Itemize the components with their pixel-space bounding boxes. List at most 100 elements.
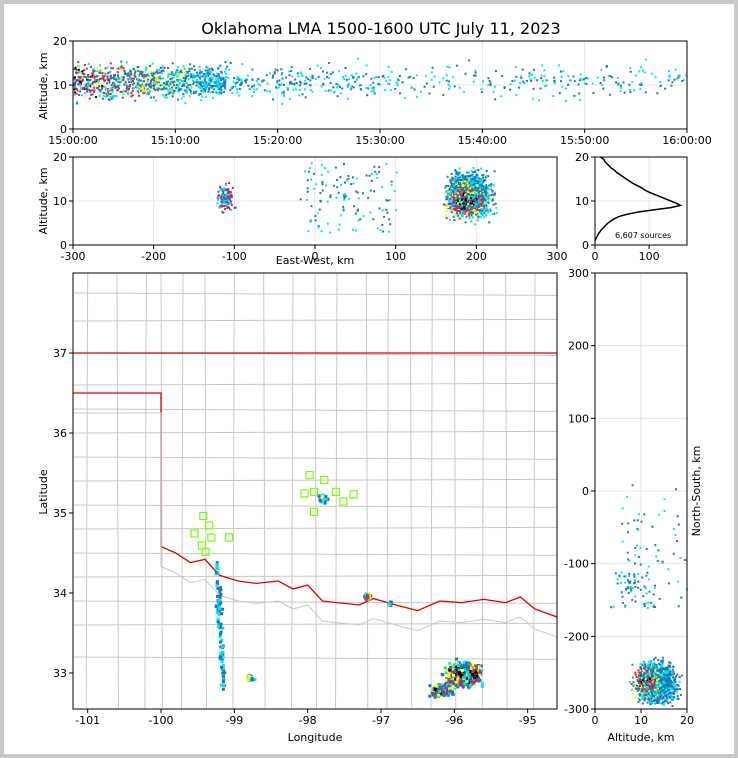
county-line (85, 273, 89, 709)
source-point (179, 70, 182, 73)
source-point (477, 187, 480, 190)
source-point (221, 676, 225, 680)
source-point (465, 187, 468, 190)
lma-station-marker (305, 471, 314, 480)
source-point (468, 59, 471, 62)
county-line (73, 574, 557, 578)
source-point (477, 209, 480, 212)
source-point (378, 207, 381, 210)
source-point (540, 77, 543, 80)
source-point (338, 86, 341, 89)
source-point (357, 76, 360, 79)
source-point (453, 686, 457, 690)
source-point (439, 683, 443, 687)
source-point (190, 92, 193, 95)
source-point (450, 182, 453, 185)
source-point (441, 673, 445, 677)
source-point (317, 225, 320, 228)
source-point (101, 97, 104, 100)
source-point (477, 199, 480, 202)
source-point (388, 199, 391, 202)
source-point (204, 95, 207, 98)
source-point (572, 75, 575, 78)
source-point (154, 88, 157, 91)
source-point (307, 170, 310, 173)
source-point (123, 93, 126, 96)
source-point (218, 76, 221, 79)
source-point (627, 592, 630, 595)
source-point (485, 213, 488, 216)
source-point (633, 519, 636, 522)
source-point (670, 696, 673, 699)
source-point (480, 198, 483, 201)
source-point (95, 79, 98, 82)
source-point (176, 73, 179, 76)
source-point (440, 694, 444, 698)
source-point (635, 74, 638, 77)
county-line (73, 292, 557, 296)
source-point (476, 205, 479, 208)
source-point (455, 64, 458, 67)
source-point (121, 90, 124, 93)
source-point (220, 660, 224, 664)
source-point (473, 676, 477, 680)
source-point (299, 84, 302, 87)
source-point (476, 178, 479, 181)
source-point (458, 173, 461, 176)
source-point (220, 650, 224, 654)
source-point (454, 177, 457, 180)
source-point (452, 181, 455, 184)
source-point (479, 215, 482, 218)
source-point (93, 89, 96, 92)
source-point (339, 176, 342, 179)
source-point (184, 74, 187, 77)
lma-station-marker (309, 507, 319, 516)
source-point (207, 74, 210, 77)
source-point (451, 205, 454, 208)
source-point (444, 186, 447, 189)
source-point (253, 88, 256, 91)
source-point (472, 211, 475, 214)
source-point (106, 75, 109, 78)
source-point (110, 84, 113, 87)
source-point (627, 587, 630, 590)
source-point (169, 92, 172, 95)
source-point (664, 700, 667, 703)
source-point (476, 213, 479, 216)
source-point (320, 85, 323, 88)
source-point (377, 83, 380, 86)
source-point (463, 200, 466, 203)
source-point (663, 677, 666, 680)
source-point (632, 681, 635, 684)
source-point (478, 194, 481, 197)
source-point (463, 668, 467, 672)
source-point (451, 667, 455, 671)
source-point (158, 68, 161, 71)
source-point (108, 79, 111, 82)
source-point (169, 77, 172, 80)
source-point (465, 215, 468, 218)
source-point (278, 83, 281, 86)
source-point (226, 197, 229, 200)
source-point (171, 95, 174, 98)
source-point (433, 75, 436, 78)
source-point (651, 525, 654, 528)
source-point (228, 191, 231, 194)
source-point (117, 86, 120, 89)
source-point (316, 64, 319, 67)
source-point (362, 214, 365, 217)
source-point (543, 69, 546, 72)
source-point (246, 678, 250, 682)
source-point (519, 82, 522, 85)
source-point (106, 94, 109, 97)
source-point (279, 84, 282, 87)
source-point (458, 178, 461, 181)
source-point (473, 196, 476, 199)
source-point (218, 91, 221, 94)
source-point (482, 181, 485, 184)
source-point (304, 170, 307, 173)
source-point (377, 76, 380, 79)
source-point (468, 202, 471, 205)
source-point (115, 80, 118, 83)
source-point (167, 73, 170, 76)
